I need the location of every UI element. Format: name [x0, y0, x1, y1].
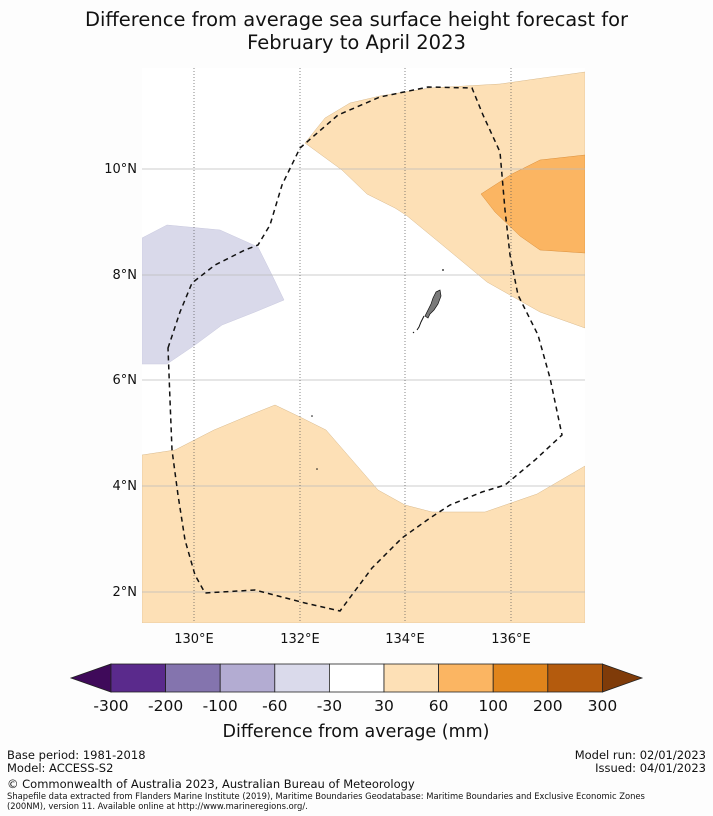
colorbar-label: 300 [588, 697, 618, 715]
colorbar-title: Difference from average (mm) [222, 722, 489, 742]
colorbar: -300 -200 -100 -60 -30 30 60 100 200 300… [69, 663, 644, 742]
colorbar-segment [547, 663, 603, 693]
colorbar-label: -60 [262, 697, 287, 715]
colorbar-label: -200 [148, 697, 183, 715]
lon-tick-label: 136°E [491, 632, 531, 647]
lat-tick-label: 2°N [113, 585, 138, 600]
base-period: Base period: 1981-2018 [7, 748, 146, 762]
colorbar-segment [383, 663, 439, 693]
lon-tick-label: 132°E [280, 632, 320, 647]
island-dot [442, 269, 444, 271]
palau-southern-islets [412, 315, 425, 334]
title-line-2: February to April 2023 [247, 31, 466, 54]
lon-tick-labels: 130°E 132°E 134°E 136°E [174, 632, 531, 647]
shapefile-credit-line-1: Shapefile data extracted from Flanders M… [7, 791, 645, 801]
colorbar-segment [165, 663, 221, 693]
model-run: Model run: 02/01/2023 [574, 748, 706, 762]
colorbar-label: 100 [478, 697, 508, 715]
light-purple-region [142, 224, 285, 365]
lat-tick-label: 4°N [113, 479, 138, 494]
colorbar-label: 60 [429, 697, 449, 715]
lon-tick-label: 130°E [174, 632, 214, 647]
light-orange-south-region [142, 404, 585, 623]
colorbar-label: -300 [93, 697, 128, 715]
colorbar-label: -100 [203, 697, 238, 715]
light-orange-north-region [304, 71, 585, 329]
colorbar-segment [492, 663, 549, 693]
issued-date: Issued: 04/01/2023 [595, 761, 706, 775]
colorbar-segment [110, 663, 166, 693]
colorbar-label: 30 [374, 697, 394, 715]
colorbar-segment [219, 663, 276, 693]
model-name: Model: ACCESS-S2 [7, 761, 114, 775]
island-dot [311, 415, 313, 417]
map-panel: 10°N 8°N 6°N 4°N 2°N 130°E 132°E 134°E 1… [104, 68, 585, 647]
colorbar-segment [328, 663, 385, 693]
lat-tick-label: 8°N [113, 268, 138, 283]
shapefile-credit-line-2: (200NM), version 11. Available online at… [7, 801, 308, 811]
lat-tick-label: 6°N [113, 373, 138, 388]
palau-main-island [424, 289, 442, 319]
lon-tick-label: 134°E [385, 632, 425, 647]
island-dot [316, 468, 318, 470]
colorbar-extend-low [69, 663, 112, 693]
colorbar-segment [274, 663, 330, 693]
title-line-1: Difference from average sea surface heig… [84, 8, 629, 31]
eez-boundary [167, 86, 563, 612]
palau-landmass [311, 269, 444, 470]
chart-title: Difference from average sea surface heig… [0, 8, 713, 54]
lat-tick-labels: 10°N 8°N 6°N 4°N 2°N [104, 162, 137, 600]
colorbar-extend-high [602, 663, 644, 693]
copyright: © Commonwealth of Australia 2023, Austra… [7, 777, 415, 791]
colorbar-label: 200 [533, 697, 563, 715]
meridians [193, 68, 512, 623]
colorbar-label: -30 [317, 697, 342, 715]
colorbar-segment [438, 663, 494, 693]
lat-tick-label: 10°N [104, 162, 137, 177]
